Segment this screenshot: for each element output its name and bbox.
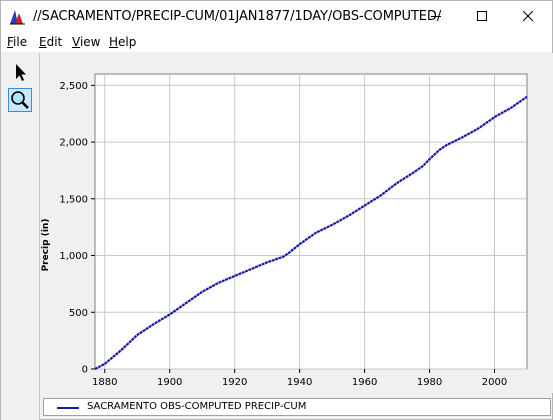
y-tick-label: 2,000 bbox=[59, 138, 88, 149]
y-tick-label: 2,500 bbox=[59, 81, 88, 92]
zoom-icon bbox=[11, 91, 29, 109]
x-tick-label: 1880 bbox=[92, 377, 117, 388]
x-tick-label: 1940 bbox=[287, 377, 312, 388]
zoom-tool-button[interactable] bbox=[8, 88, 32, 112]
menu-view[interactable]: View bbox=[72, 35, 100, 49]
precip-chart[interactable]: 1880 1900 1920 1940 1960 1980 2000 0 500 1,000 1,5… bbox=[41, 53, 553, 393]
plot-panel: 1880 1900 1920 1940 1960 1980 2000 0 500 1,000 1,5… bbox=[41, 53, 553, 393]
menu-help[interactable]: Help bbox=[109, 35, 136, 49]
maximize-icon bbox=[477, 11, 487, 21]
menu-help-label: elp bbox=[118, 35, 137, 49]
series-line bbox=[94, 95, 528, 370]
menu-file-mnemonic: F bbox=[7, 35, 14, 49]
menu-view-mnemonic: V bbox=[72, 35, 80, 49]
series-layer bbox=[94, 95, 528, 370]
y-axis-title: Precip (in) bbox=[41, 219, 51, 272]
minimize-icon bbox=[431, 16, 441, 17]
window-title: //SACRAMENTO/PRECIP-CUM/01JAN1877/1DAY/O… bbox=[33, 9, 442, 24]
y-tick-label: 1,500 bbox=[59, 194, 88, 205]
minimize-button[interactable] bbox=[414, 1, 460, 32]
x-tick-label: 1980 bbox=[417, 377, 442, 388]
y-tick-label: 500 bbox=[69, 308, 88, 319]
legend-swatch bbox=[57, 407, 79, 409]
plot-area[interactable] bbox=[94, 73, 528, 370]
y-tick-label: 0 bbox=[82, 365, 88, 376]
pointer-tool-button[interactable] bbox=[8, 61, 32, 85]
menu-file[interactable]: File bbox=[7, 35, 27, 49]
menu-bar: File Edit View Help bbox=[1, 32, 552, 52]
y-tick-label: 1,000 bbox=[59, 251, 88, 262]
legend: SACRAMENTO OBS-COMPUTED PRECIP-CUM bbox=[43, 398, 551, 416]
title-bar[interactable]: //SACRAMENTO/PRECIP-CUM/01JAN1877/1DAY/O… bbox=[1, 1, 552, 32]
tool-strip bbox=[1, 53, 40, 420]
menu-edit[interactable]: Edit bbox=[39, 35, 62, 49]
close-icon bbox=[523, 11, 534, 22]
x-tick-label: 2000 bbox=[482, 377, 507, 388]
menu-edit-mnemonic: E bbox=[39, 35, 47, 49]
menu-help-mnemonic: H bbox=[109, 35, 119, 49]
x-tick-label: 1920 bbox=[222, 377, 247, 388]
menu-file-label: ile bbox=[13, 35, 28, 49]
legend-label: SACRAMENTO OBS-COMPUTED PRECIP-CUM bbox=[87, 401, 307, 412]
menu-view-label: iew bbox=[79, 35, 101, 49]
maximize-button[interactable] bbox=[460, 1, 506, 32]
menu-edit-label: dit bbox=[46, 35, 63, 49]
close-button[interactable] bbox=[506, 1, 552, 32]
pointer-icon bbox=[16, 64, 26, 81]
x-tick-label: 1900 bbox=[157, 377, 182, 388]
chart-app-icon bbox=[10, 10, 25, 25]
axis-ticks: 1880 1900 1920 1940 1960 1980 2000 0 500 1,000 1,5… bbox=[59, 81, 507, 388]
x-tick-label: 1960 bbox=[352, 377, 377, 388]
